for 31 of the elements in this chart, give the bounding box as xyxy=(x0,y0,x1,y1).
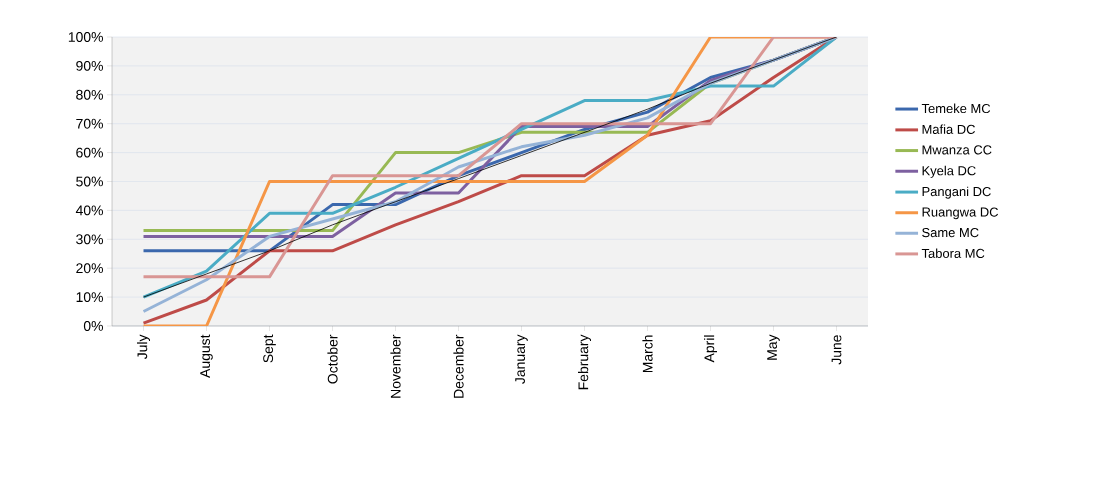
legend-label: Mwanza CC xyxy=(922,145,992,155)
x-tick-label: March xyxy=(642,335,653,373)
legend-label: Pangani DC xyxy=(922,186,991,199)
x-tick-label: November xyxy=(390,334,401,398)
legend-label: Mafia DC xyxy=(922,124,975,134)
legend-label: Tabora MC xyxy=(921,248,985,258)
x-tick-label: October xyxy=(327,334,338,384)
y-tick-label: 40% xyxy=(75,205,103,216)
x-tick-label: December xyxy=(453,334,464,398)
x-tick-label: February xyxy=(578,334,592,390)
legend-label: Temeke MC xyxy=(921,103,991,114)
y-tick-label: 10% xyxy=(76,292,103,303)
y-tick-label: 100% xyxy=(68,32,103,42)
x-tick-label: May xyxy=(767,334,780,360)
y-tick-label: 70% xyxy=(76,118,103,129)
y-tick-label: 30% xyxy=(76,234,103,245)
x-tick-label: August xyxy=(200,334,213,378)
x-tick-label: April xyxy=(704,335,718,363)
x-tick-label: Sept xyxy=(263,334,276,363)
y-tick-label: 0% xyxy=(83,321,103,331)
y-tick-label: 80% xyxy=(76,89,103,100)
legend-label: Kyela DC xyxy=(922,165,976,178)
x-tick-label: July xyxy=(137,334,151,360)
legend-label: Ruangwa DC xyxy=(922,207,999,220)
y-tick-label: 20% xyxy=(76,263,103,274)
y-tick-label: 60% xyxy=(76,147,103,158)
legend-label: Same MC xyxy=(922,227,979,238)
y-tick-label: 90% xyxy=(76,60,103,71)
y-tick-label: 50% xyxy=(76,176,103,187)
x-tick-label: January xyxy=(515,334,528,384)
x-tick-label: June xyxy=(831,335,842,365)
